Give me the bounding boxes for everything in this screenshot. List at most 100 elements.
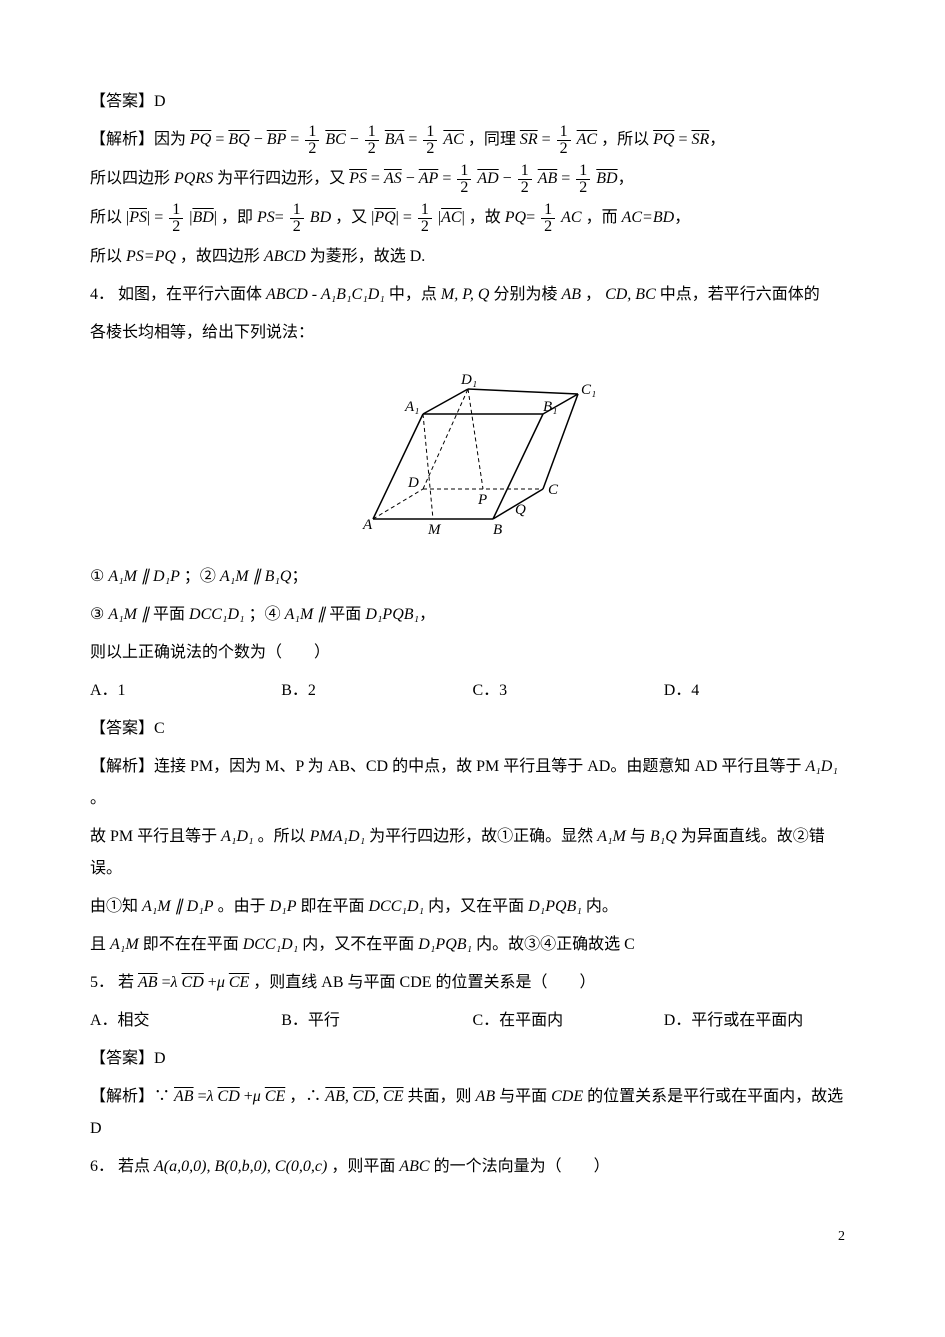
text: 即不在在平面 [143, 936, 239, 953]
sym: A₁D₁ [805, 758, 837, 775]
sym: A₁D₁ [221, 828, 253, 845]
vec-AB: AB [325, 1088, 345, 1105]
vec-AD: AD [477, 170, 498, 187]
svg-text:B: B [493, 522, 502, 538]
svg-text:C: C [548, 482, 559, 498]
sym: PMA₁D₁ [310, 828, 366, 845]
text: ，故四边形 [180, 248, 260, 265]
text: ；④ [249, 606, 281, 623]
q5-stem: 5． 若 AB =λ CD +μ CE ，则直线 AB 与平面 CDE 的位置关… [90, 967, 855, 999]
text: 平面 [329, 606, 361, 623]
q6-plane: ABC [399, 1158, 429, 1175]
frac-half: 12 [557, 124, 571, 157]
text: 的一个法向量为（ ） [434, 1158, 610, 1175]
sym: A₁M [597, 828, 626, 845]
frac-half: 12 [518, 163, 532, 196]
text: ，同理 [468, 131, 516, 148]
sym-ACBD: AC=BD [622, 209, 675, 226]
sym: D₁PQB₁ [528, 898, 582, 915]
vec-BD: BD [596, 170, 617, 187]
q3-explain-line3: 所以 |PS| = 12 |BD| ，即 PS= 12 BD ，又 |PQ| =… [90, 202, 855, 235]
sym-PQ: PQ [505, 209, 526, 226]
q4-opt-b[interactable]: B．2 [281, 675, 472, 707]
q4-edge2: CD, BC [605, 286, 656, 303]
vec-PQ: PQ [190, 131, 211, 148]
sym-AB: AB [476, 1088, 496, 1105]
text: 且 [90, 936, 106, 953]
sym: A₁M ∥ D₁P [142, 898, 214, 915]
text: 【解析】因为 [90, 131, 186, 148]
vec-CD: CD [353, 1088, 375, 1105]
text: ；② [184, 568, 216, 585]
q5-opt-c[interactable]: C．在平面内 [473, 1005, 664, 1037]
q5-options: A．相交 B．平行 C．在平面内 D．平行或在平面内 [90, 1005, 855, 1037]
mu: μ [217, 974, 225, 991]
q5-opt-b[interactable]: B．平行 [281, 1005, 472, 1037]
q5-answer: 【答案】D [90, 1043, 855, 1075]
text: 内。 [586, 898, 618, 915]
text: 若点 [118, 1158, 150, 1175]
q4-stem2: 各棱长均相等，给出下列说法： [90, 317, 855, 349]
vec-AS: AS [384, 170, 402, 187]
text: 由①知 [90, 898, 138, 915]
sym-AC: AC [561, 209, 581, 226]
q4-points: M, P, Q [441, 286, 490, 303]
mu: μ [253, 1088, 261, 1105]
text: 与平面 [499, 1088, 547, 1105]
text: 。由于 [218, 898, 266, 915]
svg-text:M: M [427, 522, 442, 538]
q5-opt-d[interactable]: D．平行或在平面内 [664, 1005, 855, 1037]
text: ，故 [469, 209, 501, 226]
frac-half: 12 [169, 202, 183, 235]
text: ③ [90, 606, 104, 623]
text: 内，又在平面 [428, 898, 524, 915]
vec-PQ: PQ [653, 131, 674, 148]
q4-expl-2: 故 PM 平行且等于 A₁D₁ 。所以 PMA₁D₁ 为平行四边形，故①正确。显… [90, 821, 855, 885]
vec-AC: AC [443, 131, 463, 148]
q4-statements-1: ① A₁M ∥ D₁P ；② A₁M ∥ B₁Q； [90, 561, 855, 593]
vec-CD: CD [182, 974, 204, 991]
frac-half: 12 [290, 202, 304, 235]
q3-explain-line1: 【解析】因为 PQ = BQ − BP = 12 BC − 12 BA = 12… [90, 124, 855, 157]
stmt4a: A₁M ∥ [285, 606, 326, 623]
q4-number: 4． [90, 286, 114, 303]
text: 即在平面 [300, 898, 364, 915]
q4-figure: A B C D A₁ B₁ C₁ D₁ M P Q [90, 359, 855, 551]
vec-AC: AC [577, 131, 597, 148]
vec-BA: BA [385, 131, 405, 148]
svg-text:A: A [362, 517, 373, 533]
vec-AB: AB [138, 974, 158, 991]
text: ，∴ [289, 1088, 321, 1105]
sym: D₁PQB₁ [418, 936, 472, 953]
q5-opt-a[interactable]: A．相交 [90, 1005, 281, 1037]
sym-BD: BD [310, 209, 331, 226]
q6-number: 6． [90, 1158, 114, 1175]
vec-BC: BC [325, 131, 345, 148]
vec-AP: AP [419, 170, 439, 187]
q4-expl-4: 且 A₁M 即不在在平面 DCC₁D₁ 内，又不在平面 D₁PQB₁ 内。故③④… [90, 929, 855, 961]
frac-half: 12 [423, 124, 437, 157]
svg-text:D: D [407, 475, 419, 491]
svg-text:A₁: A₁ [404, 399, 419, 415]
vec-PS: PS [349, 170, 367, 187]
text: 共面，则 [408, 1088, 472, 1105]
frac-half: 12 [418, 202, 432, 235]
sym: D₁P [270, 898, 297, 915]
q4-opt-d[interactable]: D．4 [664, 675, 855, 707]
frac-half: 12 [576, 163, 590, 196]
svg-text:P: P [477, 492, 487, 508]
sym-PQRS: PQRS [174, 170, 213, 187]
svg-text:D₁: D₁ [460, 372, 477, 388]
q4-answer: 【答案】C [90, 713, 855, 745]
q4-opt-a[interactable]: A．1 [90, 675, 281, 707]
text: 所以 [90, 248, 122, 265]
q4-opt-c[interactable]: C．3 [473, 675, 664, 707]
svg-text:Q: Q [515, 502, 526, 518]
q6-points: A(a,0,0), B(0,b,0), C(0,0,c) [154, 1158, 327, 1175]
text: 故 PM 平行且等于 [90, 828, 217, 845]
vec-CE: CE [265, 1088, 285, 1105]
text: ，又 [335, 209, 367, 226]
text: 【解析】∵ [90, 1088, 170, 1105]
text: 所以 [90, 209, 122, 226]
sym-PS: PS [257, 209, 275, 226]
